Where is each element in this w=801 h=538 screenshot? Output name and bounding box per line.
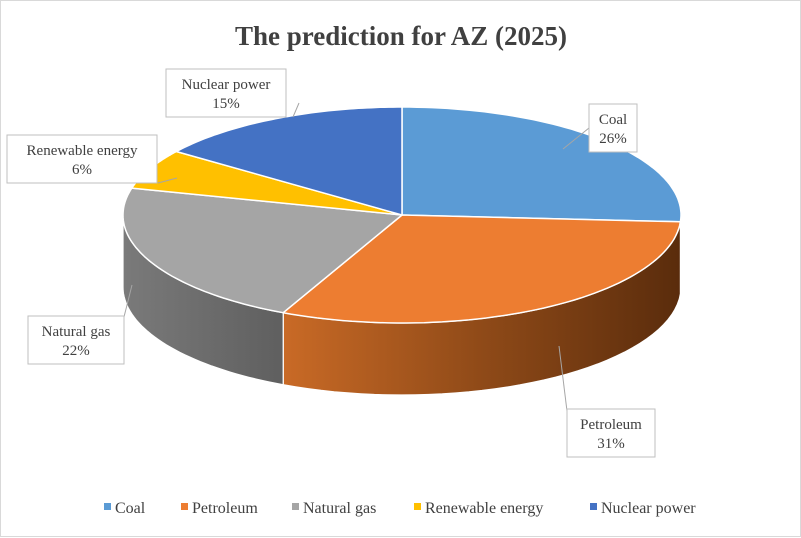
- data-label-category: Renewable energy: [27, 143, 138, 159]
- leader-line-nuclear-power: [292, 102, 300, 118]
- legend-item-renewable-energy: Renewable energy: [414, 500, 543, 517]
- data-label-category: Petroleum: [580, 417, 642, 433]
- data-label-value: 15%: [212, 96, 240, 112]
- legend-item-coal: Coal: [104, 500, 146, 517]
- leader-line-petroleum: [558, 345, 568, 412]
- pie-slice-coal: [401, 106, 682, 223]
- data-label-natural-gas: Natural gas 22%: [27, 315, 125, 365]
- legend-label: Petroleum: [192, 500, 258, 517]
- legend-label: Nuclear power: [601, 500, 696, 517]
- data-label-box: [27, 315, 125, 365]
- legend-label: Renewable energy: [425, 500, 543, 517]
- legend-swatch: [181, 503, 188, 510]
- data-label-renewable-energy: Renewable energy 6%: [6, 134, 158, 184]
- data-label-value: 22%: [62, 343, 90, 359]
- leader-line-natural-gas: [123, 284, 133, 318]
- legend-swatch: [414, 503, 421, 510]
- legend-item-petroleum: Petroleum: [181, 500, 258, 517]
- chart-title: The prediction for AZ (2025): [235, 21, 567, 51]
- data-label-coal: Coal 26%: [588, 103, 638, 153]
- legend-swatch: [292, 503, 299, 510]
- data-label-petroleum: Petroleum 31%: [566, 408, 656, 458]
- data-label-category: Nuclear power: [182, 77, 271, 93]
- data-label-box: [566, 408, 656, 458]
- data-label-value: 26%: [599, 131, 627, 147]
- legend-label: Natural gas: [303, 500, 376, 517]
- data-label-box: [165, 68, 287, 118]
- pie-slice-petroleum: [282, 214, 682, 324]
- legend-item-nuclear-power: Nuclear power: [590, 500, 696, 517]
- pie-slice-natural-gas: [122, 187, 403, 314]
- leader-line-coal: [562, 127, 590, 150]
- legend-label: Coal: [115, 500, 146, 517]
- data-label-value: 6%: [72, 162, 92, 178]
- leader-line-renewable-energy: [157, 177, 178, 184]
- data-label-category: Natural gas: [42, 324, 111, 340]
- data-label-value: 31%: [597, 436, 625, 452]
- data-label-box: [6, 134, 158, 184]
- data-label-category: Coal: [599, 112, 627, 128]
- legend-swatch: [590, 503, 597, 510]
- legend-swatch: [104, 503, 111, 510]
- pie-slice-nuclear-power: [175, 106, 403, 216]
- legend-item-natural-gas: Natural gas: [292, 500, 376, 517]
- data-label-box: [588, 103, 638, 153]
- data-label-nuclear-power: Nuclear power 15%: [165, 68, 287, 118]
